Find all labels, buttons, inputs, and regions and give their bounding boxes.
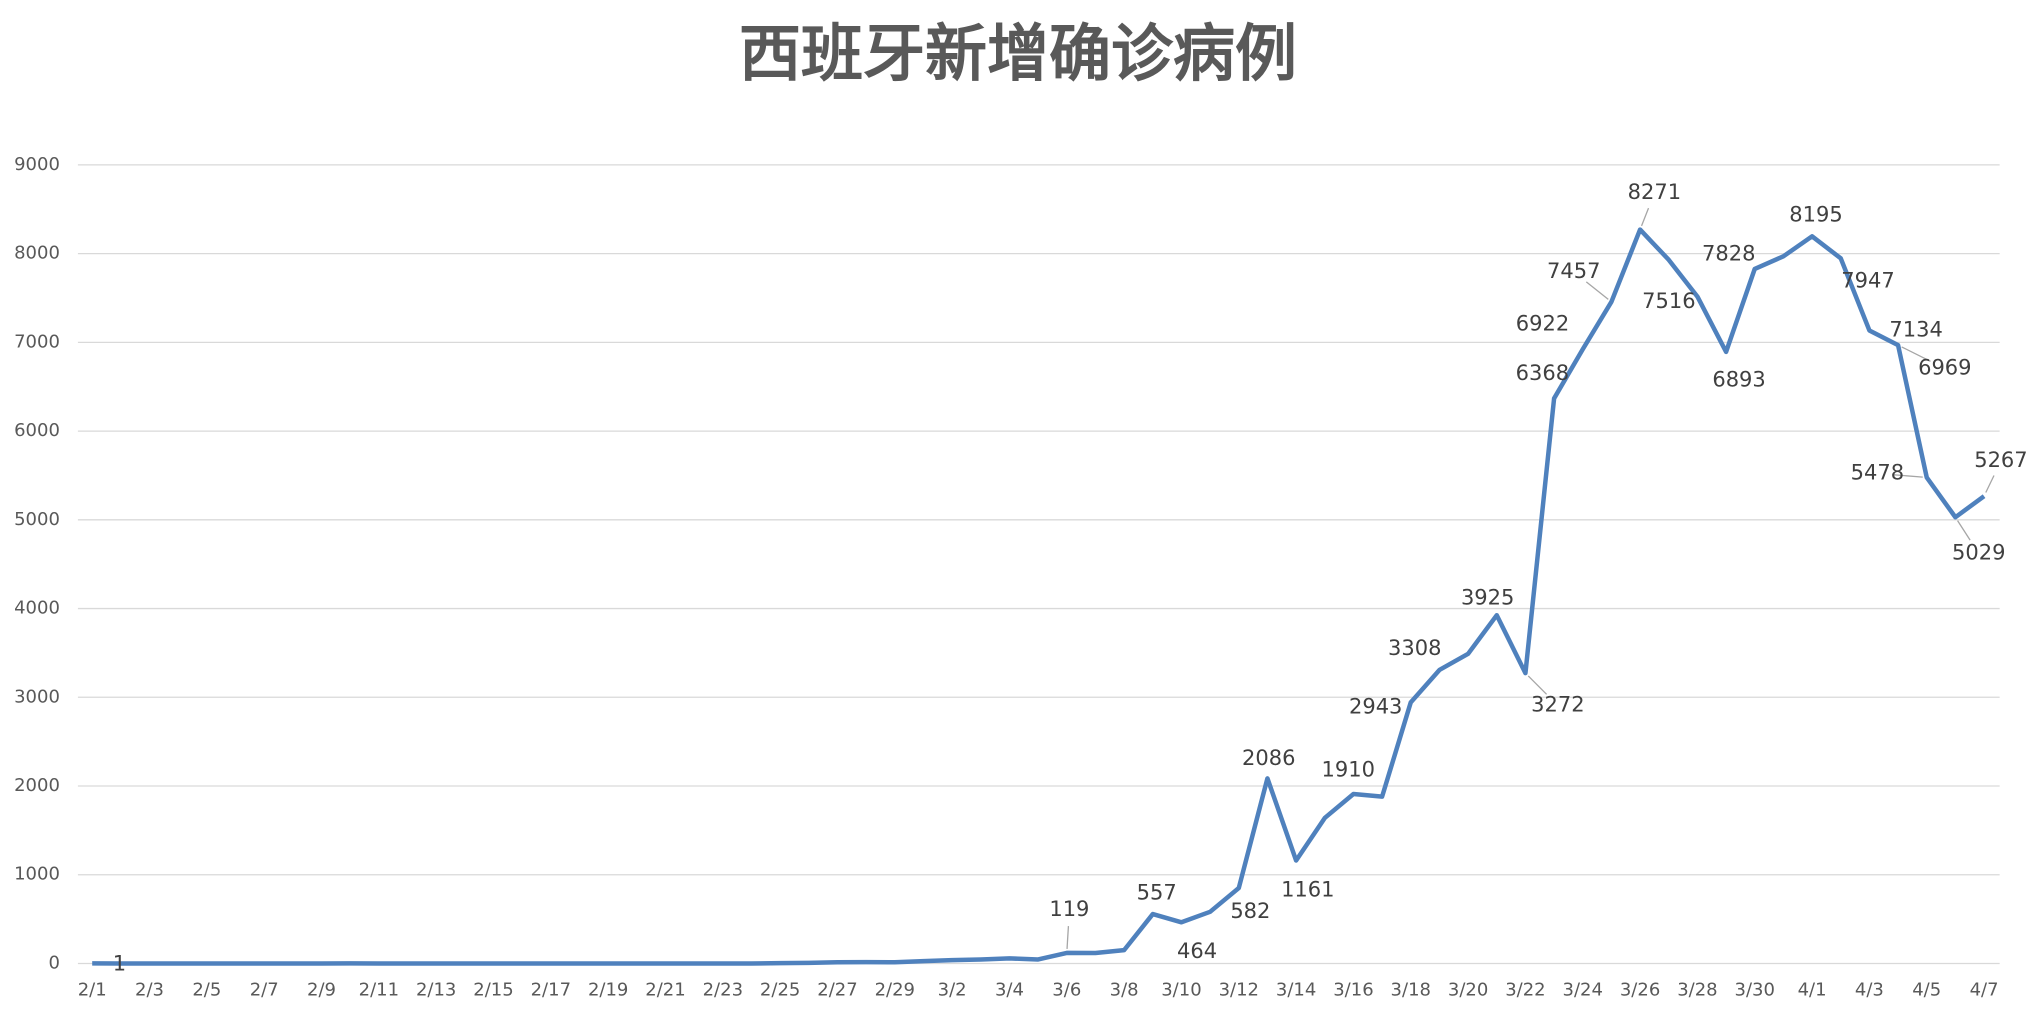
leader-line (1066, 925, 1070, 949)
data-label: 2943 (1349, 695, 1402, 719)
leader-line (1893, 474, 1923, 478)
x-tick-label: 4/1 (1798, 980, 1827, 1001)
data-label: 3272 (1531, 693, 1584, 717)
y-tick-label: 4000 (14, 598, 60, 619)
leader-line (1901, 346, 1931, 362)
x-tick-label: 3/6 (1052, 980, 1081, 1001)
x-tick-label: 2/25 (760, 980, 800, 1001)
x-tick-label: 3/24 (1563, 980, 1603, 1001)
x-tick-label: 2/5 (192, 980, 221, 1001)
y-tick-label: 6000 (14, 420, 60, 441)
x-tick-label: 2/15 (473, 980, 513, 1001)
x-tick-label: 3/4 (995, 980, 1024, 1001)
x-tick-label: 3/26 (1620, 980, 1660, 1001)
data-label: 2086 (1242, 746, 1295, 770)
leader-line (1640, 207, 1650, 227)
leader-line (1585, 281, 1609, 300)
x-tick-label: 2/13 (416, 980, 456, 1001)
x-tick-label: 2/27 (817, 980, 857, 1001)
x-tick-label: 3/14 (1276, 980, 1316, 1001)
data-label: 3925 (1461, 585, 1514, 609)
leader-line (1957, 520, 1971, 541)
x-tick-label: 2/29 (875, 980, 915, 1001)
data-label: 7516 (1642, 289, 1695, 313)
data-label: 6368 (1516, 361, 1569, 385)
x-tick-label: 4/5 (1912, 980, 1941, 1001)
y-tick-label: 8000 (14, 243, 60, 264)
y-tick-label: 3000 (14, 686, 60, 707)
data-line (92, 227, 1986, 966)
x-tick-label: 3/8 (1110, 980, 1139, 1001)
x-tick-label: 3/20 (1448, 980, 1488, 1001)
y-tick-label: 1000 (14, 864, 60, 885)
data-label: 5029 (1952, 541, 2005, 565)
data-label: 8195 (1789, 203, 1842, 227)
x-tick-label: 3/22 (1505, 980, 1545, 1001)
x-tick-label: 4/3 (1855, 980, 1884, 1001)
y-tick-label: 9000 (14, 154, 60, 175)
data-label: 8271 (1628, 180, 1681, 204)
data-label: 557 (1137, 880, 1177, 904)
x-tick-label: 2/19 (588, 980, 628, 1001)
x-tick-label: 2/11 (359, 980, 399, 1001)
data-label: 6969 (1918, 355, 1971, 379)
data-label: 1 (113, 952, 126, 976)
data-label: 6922 (1516, 312, 1569, 336)
x-tick-label: 3/10 (1161, 980, 1201, 1001)
x-tick-label: 3/18 (1391, 980, 1431, 1001)
x-tick-label: 2/17 (531, 980, 571, 1001)
data-label: 1161 (1281, 877, 1334, 901)
x-tick-label: 2/23 (703, 980, 743, 1001)
data-label: 7457 (1547, 259, 1600, 283)
y-tick-label: 0 (48, 952, 59, 973)
x-tick-label: 3/12 (1219, 980, 1259, 1001)
x-tick-label: 3/2 (938, 980, 967, 1001)
data-label: 6893 (1712, 367, 1765, 391)
x-tick-label: 3/30 (1735, 980, 1775, 1001)
x-tick-label: 2/21 (645, 980, 685, 1001)
y-tick-label: 2000 (14, 775, 60, 796)
data-label: 7828 (1702, 242, 1755, 266)
data-label: 1910 (1322, 758, 1375, 782)
data-label: 582 (1230, 899, 1270, 923)
x-tick-label: 3/28 (1677, 980, 1717, 1001)
data-label: 119 (1049, 897, 1089, 921)
x-tick-label: 3/16 (1333, 980, 1373, 1001)
leader-line (1985, 475, 1995, 493)
data-label: 3308 (1388, 636, 1441, 660)
x-tick-label: 2/9 (307, 980, 336, 1001)
x-tick-label: 4/7 (1970, 980, 1999, 1001)
data-label: 5267 (1974, 448, 2027, 472)
data-label: 5478 (1851, 461, 1904, 485)
x-tick-label: 2/3 (135, 980, 164, 1001)
x-tick-label: 2/7 (250, 980, 279, 1001)
chart-title: 西班牙新增确诊病例 (739, 17, 1297, 90)
y-tick-label: 5000 (14, 509, 60, 530)
leader-line (1527, 675, 1548, 695)
x-tick-label: 2/1 (78, 980, 107, 1001)
data-label: 7134 (1889, 317, 1942, 341)
data-label: 464 (1177, 939, 1217, 963)
y-tick-label: 7000 (14, 331, 60, 352)
data-label: 7947 (1841, 269, 1894, 293)
